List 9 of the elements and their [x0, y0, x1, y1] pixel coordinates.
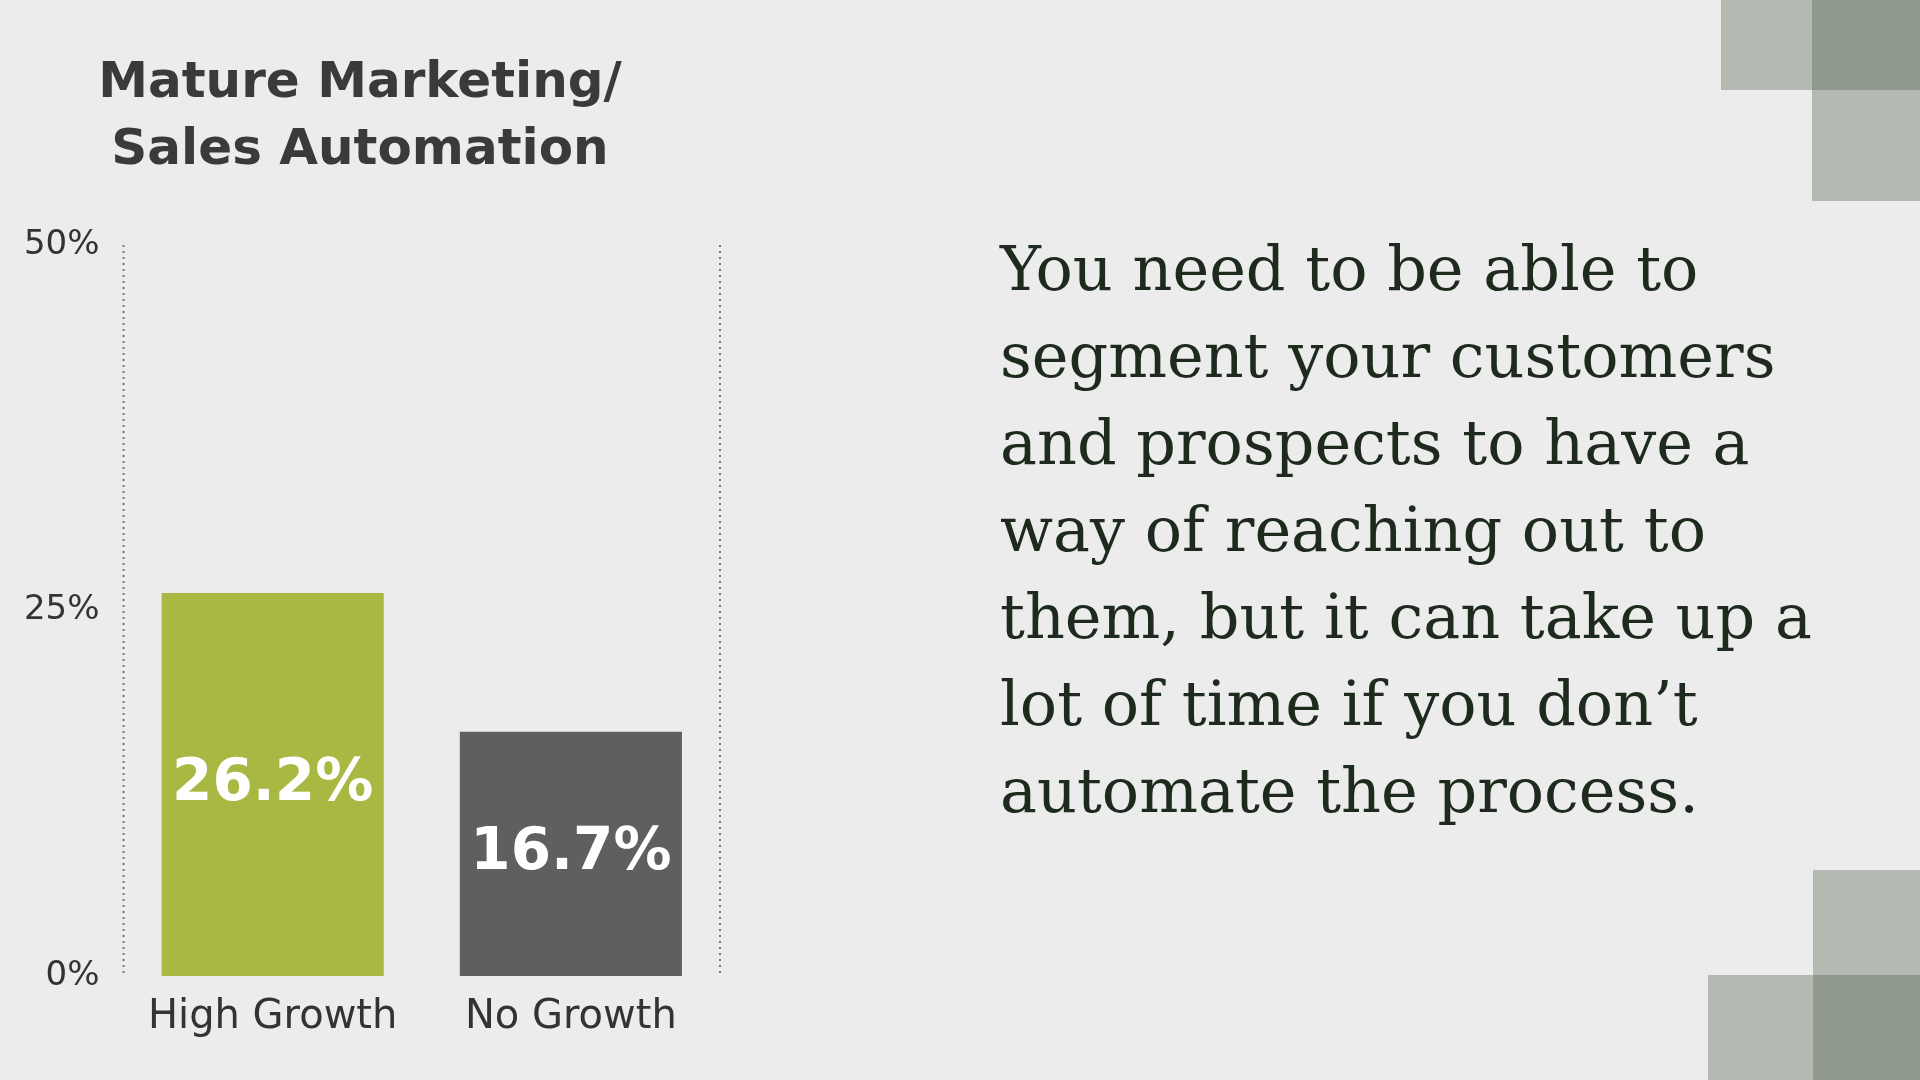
y-tick-label: 0%	[45, 952, 100, 993]
x-tick-label: No Growth	[464, 991, 677, 1038]
text: You need to be able to segment your customers and prospects to have a way of reaching out to them, but it can take up a lot of time if you don’t automate the process.	[1000, 231, 1813, 829]
data-label: 16.7%	[470, 814, 672, 883]
y-tick-label: 50%	[23, 221, 100, 262]
chart-title: Mature Marketing/ Sales Automation	[98, 50, 623, 177]
y-tick-label: 25%	[23, 587, 100, 628]
x-tick-label: High Growth	[147, 991, 398, 1038]
data-label: 26.2%	[172, 745, 374, 814]
